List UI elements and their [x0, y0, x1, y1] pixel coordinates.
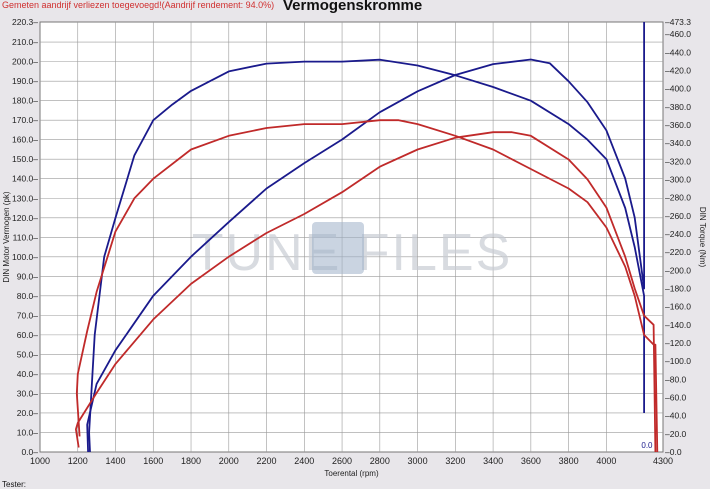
y-tick-label: 30.0– — [17, 388, 39, 398]
y-tick-label: 40.0– — [17, 369, 39, 379]
y-tick-label: 180.0– — [12, 96, 38, 106]
series-line-tuned_power — [88, 58, 645, 453]
x-tick-label: 1400 — [105, 456, 125, 466]
x-tick-label: 3000 — [408, 456, 428, 466]
y2-axis-label: DIN Torque (Nm) — [698, 207, 707, 268]
y-tick-label: 220.3– — [12, 17, 38, 27]
y-tick-label: 10.0– — [17, 427, 39, 437]
watermark-car-icon — [312, 222, 364, 274]
x-tick-label: 2200 — [257, 456, 277, 466]
x-axis-label: Toerental (rpm) — [324, 469, 379, 478]
y-tick-label: 170.0– — [12, 115, 38, 125]
y2-tick-label: –120.0 — [665, 338, 691, 348]
x-tick-label: 3400 — [483, 456, 503, 466]
y-tick-label: 100.0– — [12, 252, 38, 262]
x-tick-label: 3600 — [521, 456, 541, 466]
y-tick-label: 190.0– — [12, 76, 38, 86]
y2-tick-label: –320.0 — [665, 156, 691, 166]
y-tick-label: 70.0– — [17, 310, 39, 320]
y-tick-label: 150.0– — [12, 154, 38, 164]
y2-tick-label: –20.0 — [665, 429, 687, 439]
y2-tick-label: –140.0 — [665, 320, 691, 330]
x-tick-label: 3800 — [559, 456, 579, 466]
y-tick-label: 90.0– — [17, 271, 39, 281]
y-tick-label: 110.0– — [13, 232, 39, 242]
y2-tick-label: –180.0 — [665, 283, 691, 293]
y-tick-label: 210.0– — [12, 37, 38, 47]
x-tick-label: 2800 — [370, 456, 390, 466]
x-tick-label: 4300 — [653, 456, 673, 466]
y2-tick-label: –60.0 — [665, 392, 687, 402]
x-tick-label: 4000 — [596, 456, 616, 466]
x-tick-label: 3200 — [445, 456, 465, 466]
y2-tick-label: –380.0 — [665, 102, 691, 112]
y2-tick-label: –260.0 — [665, 211, 691, 221]
x-tick-label: 2400 — [294, 456, 314, 466]
y-tick-label: 20.0– — [17, 408, 39, 418]
y2-tick-label: –300.0 — [665, 174, 691, 184]
y2-tick-label: –400.0 — [665, 84, 691, 94]
y-tick-label: 60.0– — [17, 330, 39, 340]
series-line-stock_torque — [75, 131, 657, 453]
y2-tick-label: –40.0 — [665, 411, 687, 421]
y2-tick-label: –100.0 — [665, 356, 691, 366]
chart-title: Vermogenskromme — [283, 0, 423, 14]
x-tick-label: 2000 — [219, 456, 239, 466]
y2-tick-label: –473.3 — [665, 17, 691, 27]
y2-tick-label: –0.0 — [665, 447, 682, 457]
y2-tick-label: –360.0 — [665, 120, 691, 130]
end-value-label: 0.0 — [641, 441, 653, 450]
y2-tick-label: –200.0 — [665, 265, 691, 275]
x-tick-label: 2600 — [332, 456, 352, 466]
tester-label: Tester: — [2, 480, 27, 489]
x-tick-label: 1800 — [181, 456, 201, 466]
y-tick-label: 0.0– — [21, 447, 38, 457]
y2-tick-label: –340.0 — [665, 138, 691, 148]
x-tick-label: 1600 — [143, 456, 163, 466]
y2-tick-label: –240.0 — [665, 229, 691, 239]
y-tick-label: 200.0– — [12, 57, 38, 67]
y2-tick-label: –440.0 — [665, 47, 691, 57]
y-tick-label: 50.0– — [17, 349, 39, 359]
y2-tick-label: –160.0 — [665, 302, 691, 312]
drivetrain-loss-note: Gemeten aandrijf verliezen toegevoegd!(A… — [2, 0, 275, 10]
y2-tick-label: –80.0 — [665, 374, 687, 384]
y-tick-label: 160.0– — [12, 135, 38, 145]
y-tick-label: 130.0– — [12, 193, 38, 203]
y-tick-label: 80.0– — [17, 291, 39, 301]
y-tick-label: 120.0– — [12, 213, 38, 223]
x-tick-label: 1200 — [68, 456, 88, 466]
y2-tick-label: –460.0 — [665, 29, 691, 39]
y2-tick-label: –420.0 — [665, 65, 691, 75]
x-tick-label: 1000 — [30, 456, 50, 466]
y-tick-label: 140.0– — [12, 174, 38, 184]
series-line-tuned_torque — [86, 22, 645, 453]
y-axis-label: DIN Motor Vermogen (pk) — [2, 191, 11, 282]
series-line-stock_power — [75, 119, 659, 453]
y2-tick-label: –220.0 — [665, 247, 691, 257]
y2-tick-label: –280.0 — [665, 193, 691, 203]
